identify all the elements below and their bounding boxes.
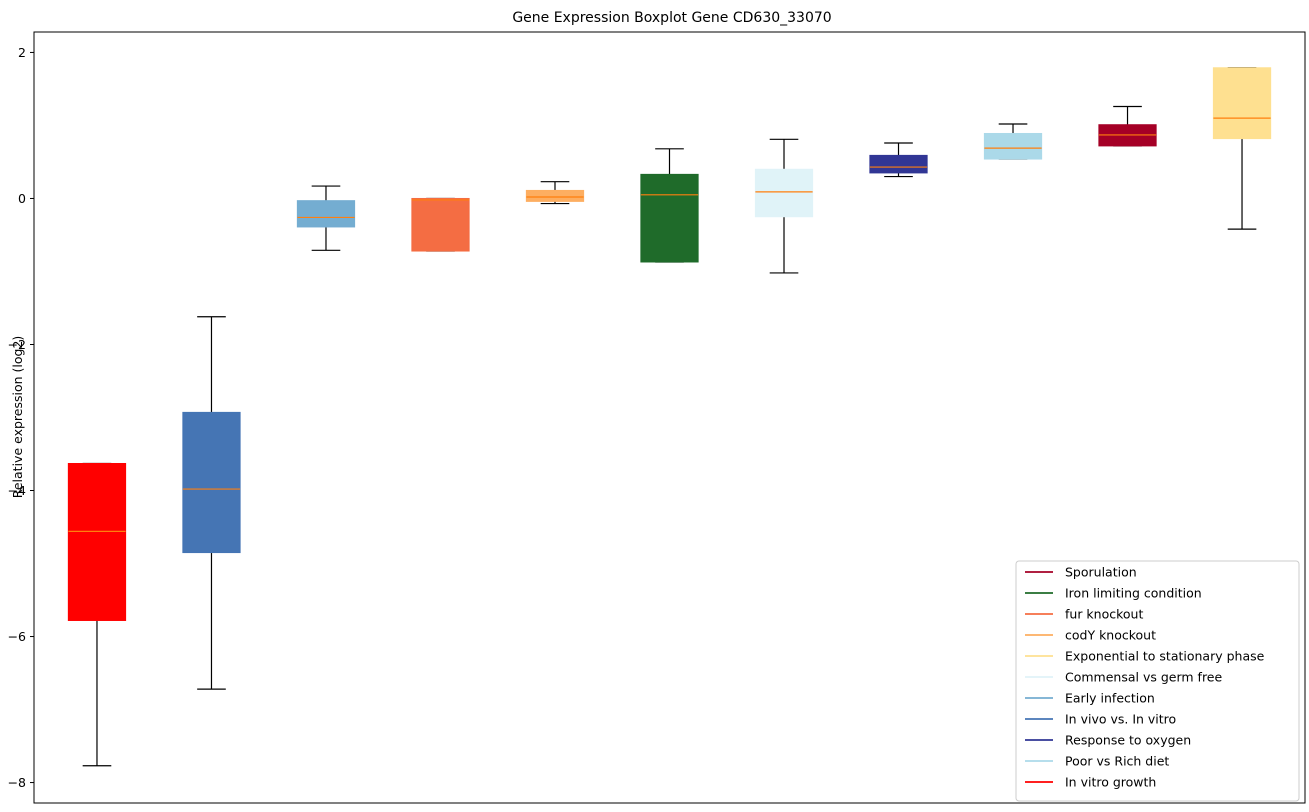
y-axis-label: Relative expression (log2) [10, 336, 25, 499]
legend-entry: Early infection [1025, 691, 1155, 706]
legend-label: In vivo vs. In vitro [1065, 712, 1176, 727]
box-group [67, 462, 127, 767]
y-tick-label: −2 [8, 337, 26, 352]
legend-entry: Commensal vs germ free [1025, 670, 1222, 685]
legend-label: Exponential to stationary phase [1065, 649, 1265, 664]
box-group [411, 197, 470, 252]
box-iqr [67, 462, 127, 621]
y-tick-label: −4 [8, 483, 26, 498]
legend-entry: Iron limiting condition [1025, 586, 1202, 601]
box-iqr [869, 154, 928, 174]
y-tick-label: −8 [8, 775, 26, 790]
y-tick-label: 0 [18, 191, 26, 206]
legend-label: In vitro growth [1065, 775, 1156, 790]
y-tick-label: −6 [8, 629, 26, 644]
chart-title: Gene Expression Boxplot Gene CD630_33070 [512, 10, 831, 26]
legend-entry: Exponential to stationary phase [1025, 649, 1265, 664]
box-group [869, 142, 928, 178]
box-iqr [296, 200, 356, 228]
legend-label: Sporulation [1065, 565, 1137, 580]
box-group [983, 123, 1043, 160]
box-group [754, 138, 814, 274]
box-iqr [983, 132, 1043, 160]
legend-entry: In vitro growth [1025, 775, 1156, 790]
legend-frame [1015, 560, 1300, 802]
legend-entry: Response to oxygen [1025, 733, 1191, 748]
box-group [525, 181, 585, 205]
legend-entry: codY knockout [1025, 628, 1156, 643]
legend-label: Early infection [1065, 691, 1155, 706]
box-group [1098, 105, 1157, 147]
y-tick-label: 2 [18, 45, 26, 60]
plot-area [67, 67, 1272, 767]
legend-entry: Sporulation [1025, 565, 1137, 580]
legend-label: Response to oxygen [1065, 733, 1191, 748]
legend-entry: Poor vs Rich diet [1025, 754, 1169, 769]
box-group [1212, 67, 1272, 230]
box-iqr [640, 173, 699, 263]
legend: Sporulation Iron limiting condition fur kn… [1015, 560, 1300, 802]
legend-entry: fur knockout [1025, 607, 1143, 622]
legend-label: fur knockout [1065, 607, 1143, 622]
legend-entry: In vivo vs. In vitro [1025, 712, 1176, 727]
legend-label: Commensal vs germ free [1065, 670, 1222, 685]
box-iqr [182, 411, 241, 554]
box-iqr [1212, 67, 1272, 140]
box-iqr [754, 168, 814, 218]
legend-label: Iron limiting condition [1065, 586, 1202, 601]
box-group [296, 185, 356, 251]
box-group [640, 148, 699, 263]
plot-frame [33, 31, 1306, 804]
legend-label: Poor vs Rich diet [1065, 754, 1169, 769]
box-iqr [525, 189, 585, 202]
box-group [182, 316, 241, 690]
legend-label: codY knockout [1065, 628, 1156, 643]
box-iqr [411, 197, 470, 252]
y-axis: −8 −6 −4 −2 0 2 [8, 45, 34, 790]
